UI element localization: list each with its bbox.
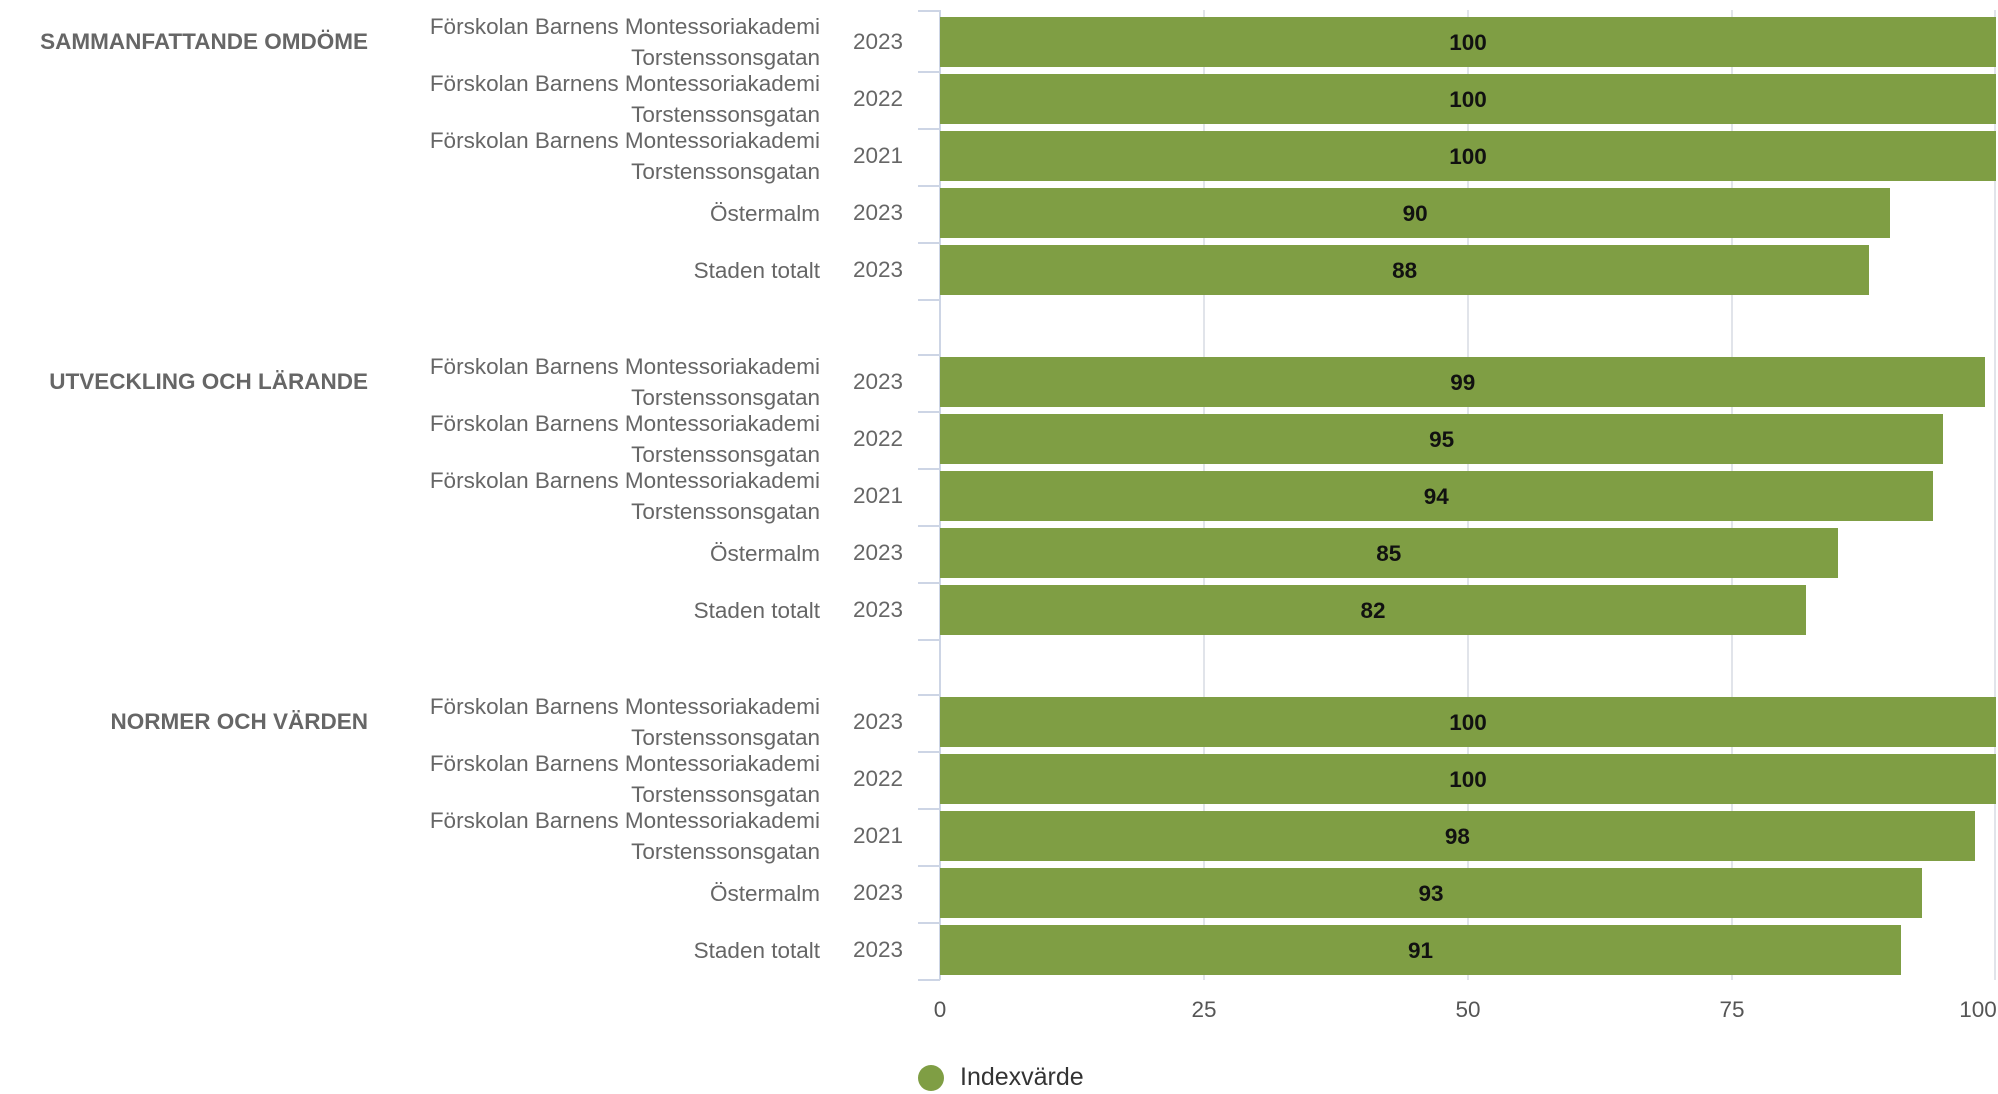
x-tick-label: 25	[1191, 997, 1217, 1022]
y-axis-tick	[918, 10, 940, 12]
year-label: 2023	[853, 709, 904, 734]
category-label: Östermalm	[709, 540, 820, 566]
group-label: SAMMANFATTANDE OMDÖME	[40, 29, 368, 54]
bar	[940, 697, 1996, 747]
y-axis-tick	[918, 693, 940, 696]
x-tick-label: 0	[933, 997, 947, 1022]
bar	[940, 868, 1923, 918]
data-label: 90	[1402, 201, 1428, 226]
year-label: 2022	[853, 86, 904, 111]
year-label: 2023	[853, 597, 904, 622]
data-label: 82	[1360, 598, 1386, 623]
year-label: 2023	[853, 200, 904, 225]
y-axis-tick	[918, 241, 940, 244]
bar	[940, 357, 1986, 407]
data-label: 91	[1407, 938, 1433, 963]
category-label: Förskolan Barnens Montessoriakademi Tors…	[429, 751, 820, 807]
data-label: 95	[1429, 427, 1455, 452]
bar	[940, 471, 1933, 521]
x-gridline	[1994, 10, 1996, 980]
y-axis-tick	[918, 127, 940, 130]
y-axis-tick	[918, 70, 940, 73]
category-label: Förskolan Barnens Montessoriakademi Tors…	[429, 71, 820, 127]
category-label: Östermalm	[709, 200, 820, 226]
category-label: Staden totalt	[693, 937, 820, 963]
y-axis-tick	[918, 524, 940, 527]
y-axis-tick	[918, 864, 940, 867]
category-label: Förskolan Barnens Montessoriakademi Tors…	[429, 694, 820, 750]
data-label: 100	[1449, 87, 1487, 112]
data-label: 99	[1450, 370, 1476, 395]
category-label: Staden totalt	[693, 597, 820, 623]
legend: Indexvärde	[918, 1063, 1084, 1092]
bar	[940, 754, 1996, 804]
y-axis-tick	[918, 978, 940, 981]
year-label: 2023	[853, 257, 904, 282]
bar	[940, 74, 1996, 124]
y-axis-tick	[918, 921, 940, 924]
legend-marker	[918, 1064, 944, 1091]
data-label: 93	[1418, 881, 1444, 906]
x-tick-label: 50	[1455, 997, 1481, 1022]
year-label: 2023	[853, 540, 904, 565]
y-axis-tick	[918, 467, 940, 470]
y-axis-tick	[918, 410, 940, 413]
bar	[940, 188, 1891, 238]
year-label: 2021	[853, 823, 904, 848]
category-label: Förskolan Barnens Montessoriakademi Tors…	[429, 468, 820, 524]
group-label: UTVECKLING OCH LÄRANDE	[49, 369, 368, 394]
bar	[940, 414, 1944, 464]
bar	[940, 17, 1996, 67]
category-label: Förskolan Barnens Montessoriakademi Tors…	[429, 128, 820, 184]
year-label: 2021	[853, 143, 904, 168]
data-label: 100	[1449, 767, 1487, 792]
data-label: 100	[1449, 30, 1487, 55]
category-label: Staden totalt	[693, 257, 820, 283]
year-label: 2023	[853, 29, 904, 54]
data-label: 94	[1423, 484, 1449, 509]
category-label: Förskolan Barnens Montessoriakademi Tors…	[429, 411, 820, 467]
x-tick-label: 75	[1719, 997, 1745, 1022]
category-label: Förskolan Barnens Montessoriakademi Tors…	[429, 808, 820, 864]
data-label: 85	[1376, 541, 1402, 566]
bar	[940, 925, 1901, 975]
data-label: 100	[1449, 710, 1487, 735]
year-label: 2023	[853, 880, 904, 905]
group-label: NORMER OCH VÄRDEN	[110, 709, 368, 734]
year-label: 2022	[853, 426, 904, 451]
bar	[940, 585, 1806, 635]
category-label: Förskolan Barnens Montessoriakademi Tors…	[429, 14, 820, 70]
year-label: 2023	[853, 369, 904, 394]
y-axis-tick	[918, 581, 940, 584]
y-axis-tick	[918, 353, 940, 356]
data-label: 100	[1449, 144, 1487, 169]
year-label: 2021	[853, 483, 904, 508]
bar	[940, 131, 1996, 181]
y-axis-tick	[918, 298, 940, 301]
y-axis-tick	[918, 638, 940, 641]
bar	[940, 811, 1975, 861]
bar	[940, 245, 1870, 295]
bar	[940, 528, 1838, 578]
y-axis-tick	[918, 807, 940, 810]
data-label: 98	[1444, 824, 1470, 849]
y-axis-tick	[918, 750, 940, 753]
data-label: 88	[1392, 258, 1418, 283]
year-label: 2023	[853, 937, 904, 962]
legend-label: Indexvärde	[960, 1063, 1084, 1091]
category-label: Förskolan Barnens Montessoriakademi Tors…	[429, 354, 820, 410]
year-label: 2022	[853, 766, 904, 791]
category-label: Östermalm	[709, 880, 820, 906]
y-axis-tick	[918, 184, 940, 187]
x-tick-label: 100	[1959, 997, 1997, 1022]
